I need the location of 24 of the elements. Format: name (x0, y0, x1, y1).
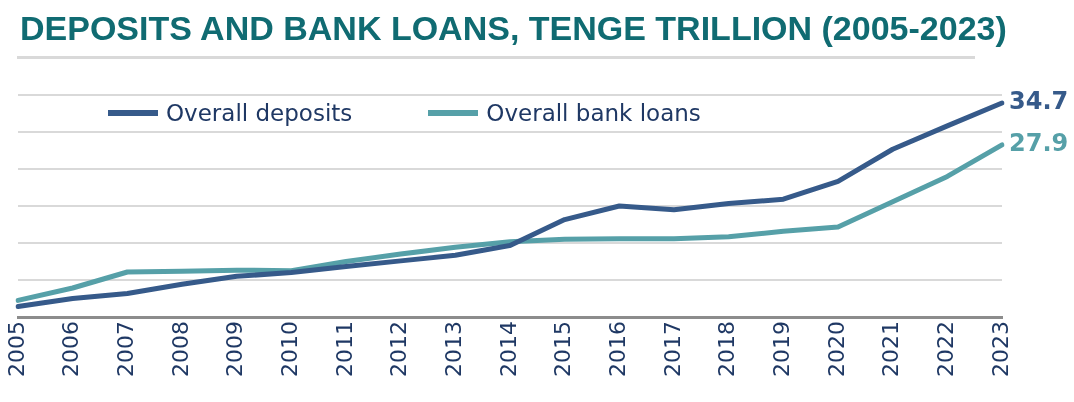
x-tick-label: 2017 (659, 321, 685, 377)
x-tick-label: 2010 (277, 321, 303, 377)
x-tick-label: 2005 (3, 321, 29, 377)
x-tick-label: 2012 (386, 321, 412, 377)
x-tick-label: 2008 (167, 321, 193, 377)
x-tick-label: 2022 (933, 321, 959, 377)
x-tick-label: 2021 (878, 321, 904, 377)
legend-label: Overall bank loans (486, 99, 701, 127)
data-label: 34.7 (1009, 87, 1069, 116)
chart-title: DEPOSITS AND BANK LOANS, TENGE TRILLION (2005-2023) (20, 9, 1007, 47)
x-tick-label: 2019 (769, 321, 795, 377)
x-tick-label: 2016 (605, 321, 631, 377)
x-tick-label: 2013 (441, 321, 467, 377)
x-tick-label: 2011 (331, 321, 357, 377)
x-tick-label: 2009 (222, 321, 248, 377)
data-label: 27.9 (1009, 129, 1069, 158)
x-tick-label: 2007 (113, 321, 139, 377)
x-tick-label: 2014 (495, 321, 521, 377)
legend-label: Overall deposits (166, 99, 353, 127)
x-tick-label: 2015 (550, 321, 576, 377)
x-tick-label: 2018 (714, 321, 740, 377)
x-tick-label: 2020 (823, 321, 849, 377)
x-tick-label: 2023 (987, 321, 1013, 377)
x-tick-label: 2006 (58, 321, 84, 377)
